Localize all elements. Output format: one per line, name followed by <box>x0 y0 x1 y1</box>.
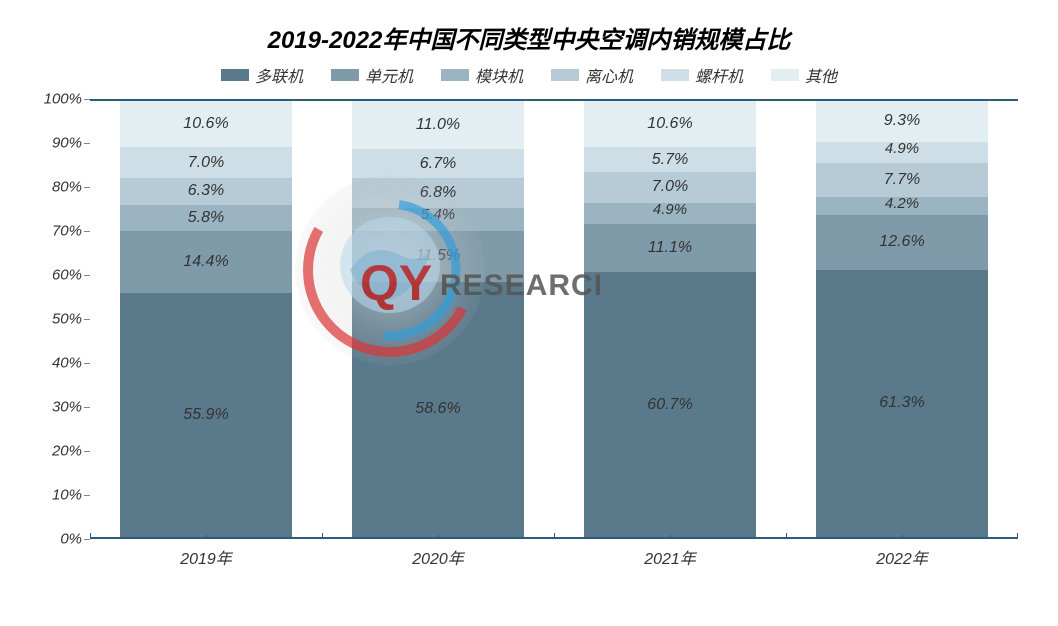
legend-swatch <box>661 69 689 81</box>
segment-value-label: 4.2% <box>885 195 919 212</box>
bar-segment: 11.0% <box>352 101 524 149</box>
segment-value-label: 6.7% <box>420 155 456 173</box>
x-axis: 2019年2020年2021年2022年 <box>90 539 1018 569</box>
segment-value-label: 5.7% <box>652 151 688 169</box>
y-tick-label: 60% <box>52 267 82 284</box>
bar-segment: 4.9% <box>584 203 756 224</box>
plot-area: 0%10%20%30%40%50%60%70%80%90%100% 55.9%1… <box>90 99 1018 569</box>
legend-item: 其他 <box>771 63 837 87</box>
bar-slot: 61.3% 12.6% 4.2% 7.7% 4.9% 9.3% <box>786 101 1018 537</box>
segment-value-label: 11.1% <box>648 239 692 257</box>
bar-segment: 60.7% <box>584 272 756 537</box>
x-tick-label: 2020年 <box>322 539 554 569</box>
bar-segment: 58.6% <box>352 282 524 537</box>
bar-segment: 5.8% <box>120 205 292 230</box>
segment-value-label: 10.6% <box>647 115 692 133</box>
legend-label: 模块机 <box>475 63 523 87</box>
y-tick-label: 40% <box>52 355 82 372</box>
legend-item: 模块机 <box>441 63 523 87</box>
bar-slot: 58.6% 11.5% 5.4% 6.8% 6.7% 11.0% <box>322 101 554 537</box>
segment-value-label: 6.8% <box>420 184 456 202</box>
legend-label: 多联机 <box>255 63 303 87</box>
y-tick-label: 10% <box>52 487 82 504</box>
x-tick-label: 2019年 <box>90 539 322 569</box>
y-tick-label: 0% <box>60 531 82 548</box>
chart-title: 2019-2022年中国不同类型中央空调内销规模占比 <box>30 20 1028 55</box>
legend-label: 离心机 <box>585 63 633 87</box>
bar-slot: 60.7% 11.1% 4.9% 7.0% 5.7% 10.6% <box>554 101 786 537</box>
x-tick-label: 2022年 <box>786 539 1018 569</box>
y-tick-label: 70% <box>52 223 82 240</box>
segment-value-label: 4.9% <box>653 201 687 218</box>
bar-segment: 11.5% <box>352 231 524 281</box>
bar-slot: 55.9% 14.4% 5.8% 6.3% 7.0% 10.6% <box>90 101 322 537</box>
bar-segment: 6.8% <box>352 178 524 208</box>
segment-value-label: 12.6% <box>879 233 924 251</box>
bar-segment: 6.3% <box>120 178 292 205</box>
y-tick-label: 30% <box>52 399 82 416</box>
bar-segment: 7.0% <box>584 172 756 203</box>
bar-segment: 7.0% <box>120 147 292 178</box>
legend-label: 单元机 <box>365 63 413 87</box>
stacked-bar: 61.3% 12.6% 4.2% 7.7% 4.9% 9.3% <box>816 101 988 537</box>
segment-value-label: 14.4% <box>183 253 228 271</box>
y-axis: 0%10%20%30%40%50%60%70%80%90%100% <box>30 99 90 539</box>
legend-item: 单元机 <box>331 63 413 87</box>
segment-value-label: 11.5% <box>416 247 460 265</box>
legend-swatch <box>441 69 469 81</box>
bar-segment: 12.6% <box>816 215 988 270</box>
bar-segment: 5.4% <box>352 208 524 232</box>
legend-swatch <box>331 69 359 81</box>
segment-value-label: 60.7% <box>647 396 692 414</box>
segment-value-label: 9.3% <box>884 112 920 130</box>
segment-value-label: 4.9% <box>885 140 919 157</box>
segment-value-label: 58.6% <box>415 400 460 418</box>
segment-value-label: 7.7% <box>884 171 920 189</box>
stacked-bar: 55.9% 14.4% 5.8% 6.3% 7.0% 10.6% <box>120 101 292 537</box>
plot-inner: 55.9% 14.4% 5.8% 6.3% 7.0% 10.6% 58.6% 11.5% 5.4… <box>90 99 1018 539</box>
bar-segment: 6.7% <box>352 149 524 178</box>
bar-segment: 7.7% <box>816 163 988 197</box>
legend-item: 多联机 <box>221 63 303 87</box>
segment-value-label: 10.6% <box>183 115 228 133</box>
stacked-bar: 58.6% 11.5% 5.4% 6.8% 6.7% 11.0% <box>352 101 524 537</box>
legend-item: 螺杆机 <box>661 63 743 87</box>
bar-segment: 11.1% <box>584 224 756 272</box>
bar-segment: 4.9% <box>816 142 988 163</box>
y-tick-label: 100% <box>44 91 82 108</box>
bar-segment: 5.7% <box>584 147 756 172</box>
bar-segment: 14.4% <box>120 231 292 294</box>
legend-label: 其他 <box>805 63 837 87</box>
bar-segment: 10.6% <box>584 101 756 147</box>
legend-swatch <box>771 69 799 81</box>
chart-container: 2019-2022年中国不同类型中央空调内销规模占比 多联机 单元机 模块机 离心机 螺… <box>0 0 1058 626</box>
segment-value-label: 7.0% <box>188 154 224 172</box>
bar-segment: 10.6% <box>120 101 292 147</box>
y-tick-label: 80% <box>52 179 82 196</box>
bars-group: 55.9% 14.4% 5.8% 6.3% 7.0% 10.6% 58.6% 11.5% 5.4… <box>90 101 1018 537</box>
y-tick-label: 50% <box>52 311 82 328</box>
stacked-bar: 60.7% 11.1% 4.9% 7.0% 5.7% 10.6% <box>584 101 756 537</box>
y-tick-label: 90% <box>52 135 82 152</box>
bar-segment: 9.3% <box>816 101 988 142</box>
segment-value-label: 55.9% <box>183 406 228 424</box>
bar-segment: 61.3% <box>816 270 988 537</box>
segment-value-label: 7.0% <box>652 178 688 196</box>
legend-label: 螺杆机 <box>695 63 743 87</box>
y-tick-label: 20% <box>52 443 82 460</box>
segment-value-label: 11.0% <box>416 116 460 134</box>
segment-value-label: 6.3% <box>188 182 224 200</box>
x-tick-label: 2021年 <box>554 539 786 569</box>
segment-value-label: 5.8% <box>188 209 224 227</box>
legend: 多联机 单元机 模块机 离心机 螺杆机 其他 <box>30 63 1028 87</box>
segment-value-label: 5.4% <box>421 206 455 223</box>
legend-item: 离心机 <box>551 63 633 87</box>
bar-segment: 55.9% <box>120 293 292 537</box>
bar-segment: 4.2% <box>816 197 988 215</box>
legend-swatch <box>551 69 579 81</box>
segment-value-label: 61.3% <box>879 394 924 412</box>
legend-swatch <box>221 69 249 81</box>
